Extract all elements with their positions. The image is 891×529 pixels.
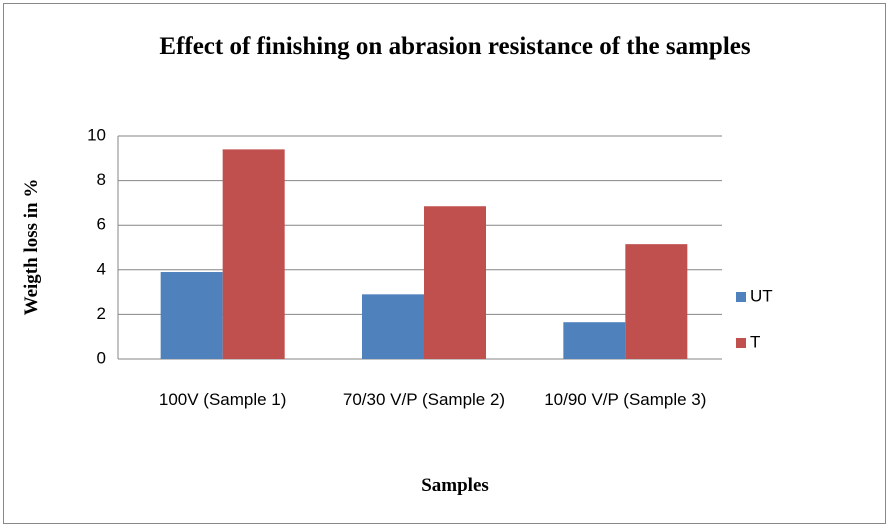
bar xyxy=(222,149,285,359)
y-tick-label: 8 xyxy=(97,170,106,189)
bar xyxy=(424,206,486,359)
y-tick-label: 0 xyxy=(97,348,106,367)
legend-label: UT xyxy=(750,286,773,305)
x-tick-label: 100V (Sample 1) xyxy=(158,390,287,409)
y-axis-label: Weigth loss in % xyxy=(21,178,42,316)
legend-label: T xyxy=(750,332,760,351)
bar xyxy=(160,272,223,359)
chart-title: Effect of finishing on abrasion resistan… xyxy=(159,33,751,60)
legend-swatch xyxy=(736,338,746,348)
x-axis-label: Samples xyxy=(421,475,489,496)
bar xyxy=(563,322,626,359)
bar xyxy=(625,244,688,359)
y-tick-label: 2 xyxy=(97,304,106,323)
x-tick-label: 10/90 V/P (Sample 3) xyxy=(544,390,707,409)
x-tick-label: 70/30 V/P (Sample 2) xyxy=(342,390,506,409)
y-tick-label: 4 xyxy=(97,259,106,278)
y-tick-label: 10 xyxy=(87,125,106,144)
legend-swatch xyxy=(736,292,746,302)
y-tick-label: 6 xyxy=(97,215,106,234)
bar xyxy=(362,294,424,359)
